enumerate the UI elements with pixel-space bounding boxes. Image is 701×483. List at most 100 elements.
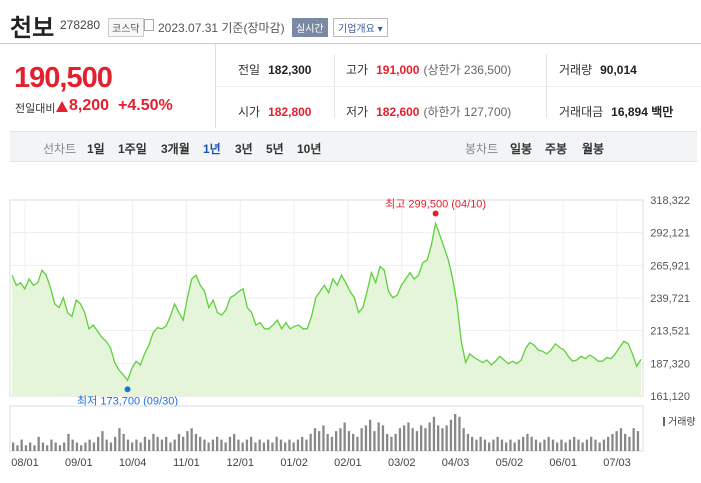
volume-bar xyxy=(560,439,563,451)
amount-value: 16,894 백만 xyxy=(611,105,674,119)
tab-daily[interactable]: 일봉 xyxy=(510,142,533,156)
tab-3y[interactable]: 3년 xyxy=(235,142,253,156)
volume-bar xyxy=(173,439,176,451)
volume-bar xyxy=(581,442,584,451)
volume-bar xyxy=(29,442,32,451)
candle-chart-label: 봉차트 xyxy=(465,142,499,156)
volume-bar xyxy=(309,433,312,451)
volume-bar xyxy=(165,436,168,451)
volume-bar xyxy=(177,433,181,451)
volume-bar xyxy=(67,433,70,451)
tab-weekly[interactable]: 주봉 xyxy=(545,142,568,156)
tab-5y[interactable]: 5년 xyxy=(266,142,284,156)
volume-bar xyxy=(207,442,210,451)
volume-bar xyxy=(526,433,529,451)
volume-bar xyxy=(37,436,40,451)
volume-bar xyxy=(41,442,45,451)
open-label: 시가 xyxy=(238,105,261,119)
volume-bar xyxy=(564,442,567,451)
volume-bar xyxy=(228,436,232,451)
volume-bar xyxy=(428,422,431,451)
x-tick-label: 06/01 xyxy=(549,457,577,469)
volume-bar xyxy=(241,442,244,451)
volume-bar xyxy=(20,439,23,451)
volume-bar xyxy=(628,436,631,451)
volume-bar xyxy=(254,442,257,451)
volume-bar xyxy=(12,442,15,451)
volume-bar xyxy=(411,428,414,451)
change-label: 전일대비 xyxy=(15,103,56,115)
volume-bar xyxy=(271,442,274,451)
volume-bar xyxy=(237,439,240,451)
volume-bar xyxy=(88,439,91,451)
low-price: 저가 182,600 (하한가 127,700) xyxy=(346,103,511,120)
x-tick-label: 02/01 xyxy=(334,457,362,469)
volume-bar xyxy=(585,439,589,451)
volume-bar xyxy=(182,436,185,451)
tab-1y[interactable]: 1년 xyxy=(203,142,221,156)
prev-close-value: 182,300 xyxy=(268,63,312,77)
x-tick-label: 03/02 xyxy=(388,457,416,469)
volume-bar xyxy=(420,425,423,451)
volume-bar xyxy=(16,445,19,451)
y-tick-label: 161,120 xyxy=(650,391,690,403)
price-chart[interactable]: 318,322 292,121 265,921 239,721 213,521 187,3… xyxy=(0,190,701,483)
volume-bar xyxy=(577,439,580,451)
change-value: 8,200 xyxy=(69,97,110,114)
volume-bar xyxy=(71,439,74,451)
volume-bar xyxy=(97,436,100,451)
volume-bar xyxy=(573,436,576,451)
volume-bar xyxy=(360,428,363,451)
volume-bar xyxy=(84,442,87,451)
volume-bar xyxy=(398,428,402,451)
volume-bar xyxy=(441,428,444,451)
tab-monthly[interactable]: 월봉 xyxy=(582,142,605,156)
y-tick-label: 292,121 xyxy=(650,228,690,240)
volume-bar xyxy=(75,442,79,451)
volume-bar xyxy=(46,445,49,451)
tab-1d[interactable]: 1일 xyxy=(87,142,105,156)
max-marker xyxy=(432,210,439,217)
volume-bar xyxy=(619,428,623,451)
stock-code: 278280 xyxy=(60,18,101,32)
x-tick-label: 11/01 xyxy=(173,457,200,469)
trade-amount: 거래대금 16,894 백만 xyxy=(559,103,673,120)
volume-bar xyxy=(233,433,236,451)
x-tick-label: 05/02 xyxy=(496,457,524,469)
company-overview-dropdown[interactable]: 기업개요 ▾ xyxy=(333,18,388,37)
volume-bar xyxy=(80,445,83,451)
volume-bar xyxy=(475,439,478,451)
x-tick-label: 10/04 xyxy=(119,457,147,469)
volume-bar xyxy=(488,442,491,451)
volume-bar xyxy=(568,439,572,451)
volume-bar xyxy=(615,431,618,451)
volume-bar xyxy=(139,442,142,451)
volume-bar xyxy=(126,439,130,451)
price-box: 190,500 전일대비 8,200 +4.50% xyxy=(0,44,216,128)
market-badge: 코스닥 xyxy=(108,18,144,37)
volume-bar xyxy=(156,436,159,451)
volume-bar xyxy=(109,442,113,451)
volume-bar xyxy=(92,442,96,451)
y-tick-label: 187,320 xyxy=(650,358,690,370)
lower-limit: (하한가 127,700) xyxy=(423,105,512,119)
volume-label: 거래량 xyxy=(668,416,696,428)
period-tabbar: 선차트 1일 1주일 3개월 1년 3년 5년 10년 봉차트 일봉 주봉 월봉 xyxy=(10,131,697,162)
volume-bar xyxy=(224,442,227,451)
realtime-button[interactable]: 실시간 xyxy=(292,18,328,37)
volume-bar xyxy=(169,442,172,451)
x-tick-label: 12/01 xyxy=(227,457,255,469)
change-percent: +4.50% xyxy=(118,97,173,114)
tab-1w[interactable]: 1주일 xyxy=(118,142,147,156)
volume-bar xyxy=(432,416,436,451)
volume-bar xyxy=(190,428,193,451)
volume-bar xyxy=(386,433,389,451)
tab-10y[interactable]: 10년 xyxy=(297,142,322,156)
x-tick-label: 09/01 xyxy=(65,457,93,469)
volume-bar xyxy=(458,416,461,451)
volume-bar xyxy=(539,442,542,451)
volume-bar xyxy=(462,428,465,451)
volume-bar xyxy=(262,442,266,451)
tab-3m[interactable]: 3개월 xyxy=(161,142,190,156)
y-tick-label: 213,521 xyxy=(650,326,690,338)
